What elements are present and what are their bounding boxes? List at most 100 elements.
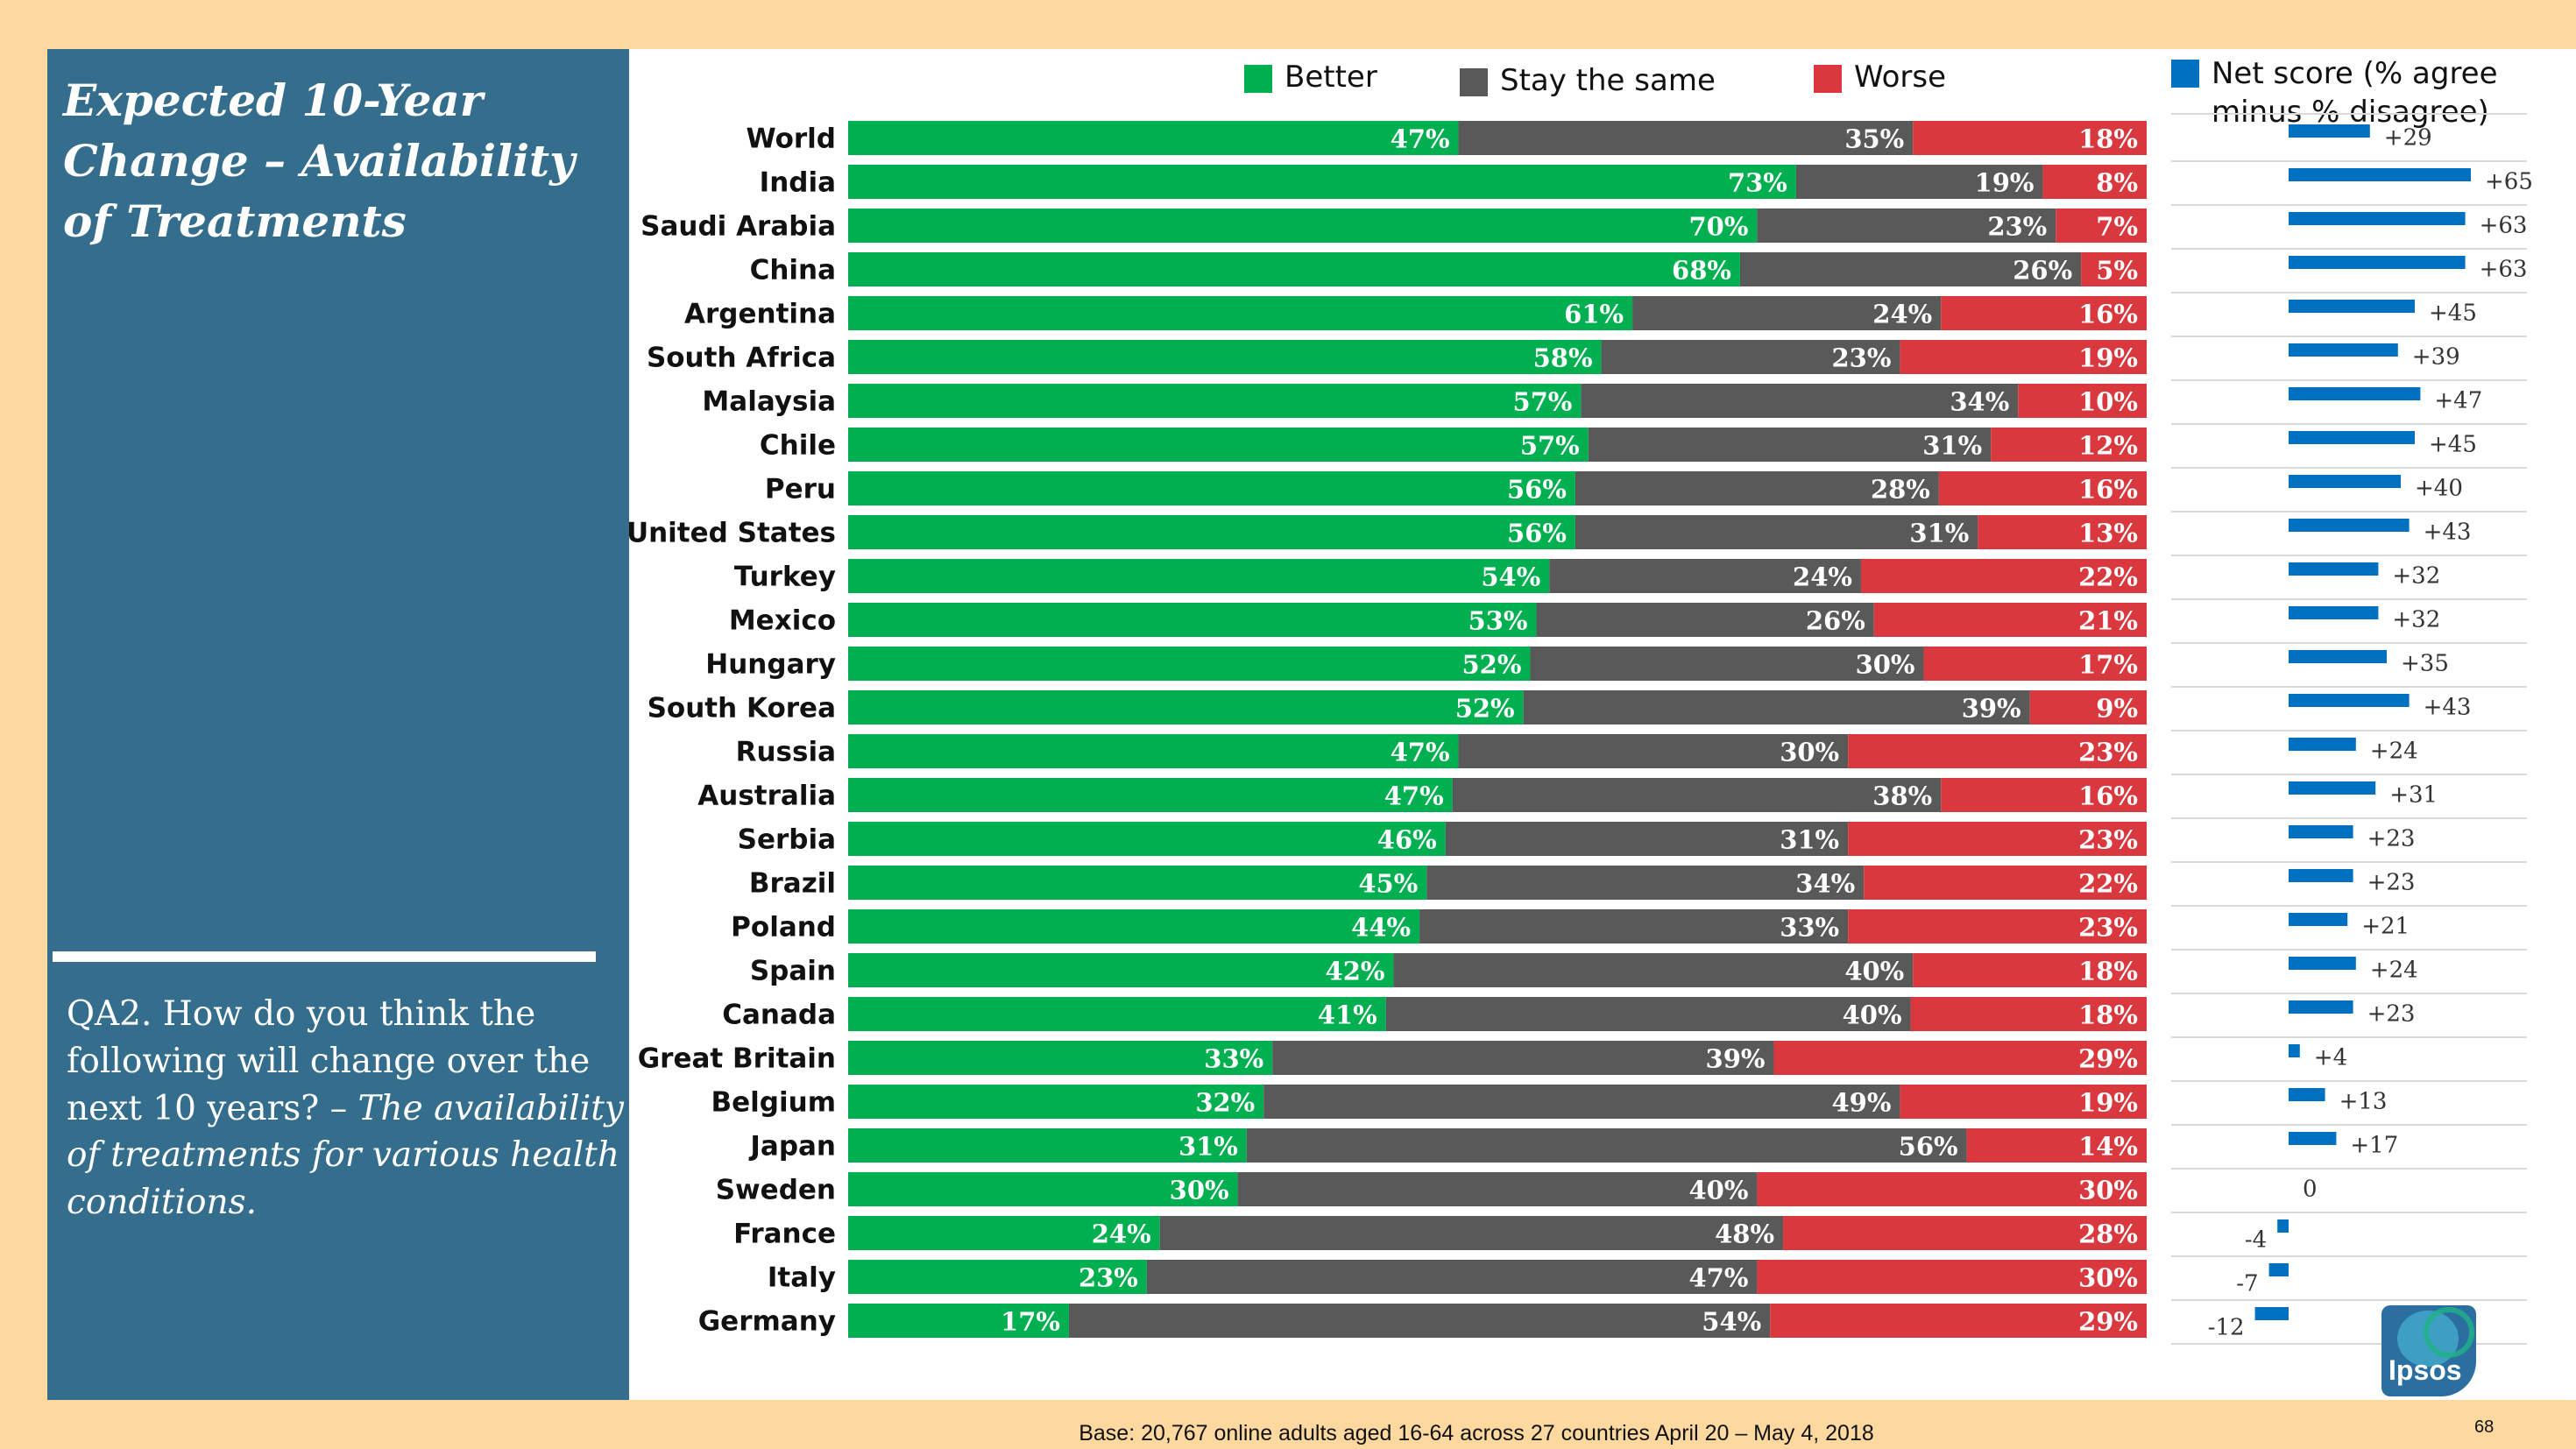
category-label: India [760, 167, 836, 199]
legend-label-net: Net score (% agree minus % disagree) [2212, 56, 2498, 131]
net-value-label: +23 [2367, 1001, 2416, 1028]
bar-segment-same [1272, 1041, 1774, 1075]
bar-segment-worse [1941, 778, 2147, 812]
bar-segment-better [848, 515, 1575, 549]
net-bar [2289, 1044, 2300, 1057]
bar-segment-worse [2018, 384, 2147, 418]
data-label-worse: 16% [2078, 781, 2138, 811]
legend-swatch-same [1460, 68, 1488, 96]
bar-segment-same [1458, 121, 1914, 155]
bar-segment-better [848, 1172, 1238, 1206]
category-label: World [747, 124, 837, 155]
bar-segment-better [848, 428, 1589, 462]
net-value-label: +40 [2415, 476, 2463, 502]
net-value-label: +45 [2429, 300, 2477, 327]
bar-segment-better [848, 603, 1537, 637]
data-label-better: 73% [1728, 168, 1787, 198]
net-bar [2289, 256, 2466, 269]
data-label-better: 17% [1001, 1307, 1060, 1337]
net-value-label: +24 [2370, 739, 2418, 765]
data-label-same: 30% [1856, 650, 1915, 680]
bar-segment-better [848, 1216, 1160, 1250]
data-label-same: 24% [1872, 300, 1932, 329]
question-text: QA2. How do you think the following will… [67, 991, 627, 1226]
bar-segment-same [1385, 997, 1911, 1031]
data-label-worse: 22% [2078, 562, 2138, 592]
bar-segment-worse [1913, 953, 2147, 987]
bar-segment-same [1588, 428, 1992, 462]
data-label-worse: 23% [2078, 738, 2138, 767]
data-label-better: 45% [1358, 869, 1418, 899]
bar-segment-same [1530, 647, 1924, 681]
data-label-better: 56% [1507, 475, 1567, 505]
data-label-same: 35% [1844, 124, 1904, 154]
bar-segment-better [848, 822, 1446, 856]
bar-segment-worse [1757, 1260, 2147, 1294]
bar-segment-same [1575, 471, 1939, 505]
category-label: Serbia [738, 824, 836, 856]
data-label-better: 47% [1391, 124, 1450, 154]
data-label-better: 70% [1688, 212, 1748, 242]
category-label: Argentina [684, 299, 836, 330]
data-label-better: 52% [1462, 650, 1522, 680]
legend-swatch-net [2171, 60, 2199, 88]
data-label-worse: 19% [2078, 1088, 2138, 1118]
logo-ring [2424, 1307, 2474, 1358]
net-value-label: +29 [2384, 125, 2432, 152]
net-bar [2289, 825, 2353, 838]
legend-better: Better [1244, 60, 1377, 95]
bar-segment-worse [1938, 471, 2147, 505]
bar-segment-better [848, 559, 1550, 593]
data-label-worse: 14% [2078, 1132, 2138, 1162]
data-label-better: 24% [1092, 1219, 1151, 1249]
data-label-worse: 23% [2078, 913, 2138, 943]
net-bar [2289, 124, 2370, 138]
bar-segment-better [848, 121, 1459, 155]
net-bar [2289, 300, 2415, 313]
data-label-better: 61% [1564, 300, 1624, 329]
category-label: Italy [768, 1262, 836, 1294]
data-label-better: 57% [1512, 387, 1572, 417]
data-label-worse: 21% [2078, 606, 2138, 636]
bar-segment-worse [1783, 1216, 2147, 1250]
net-bar [2289, 431, 2415, 444]
category-label: Great Britain [638, 1043, 836, 1075]
net-bar [2289, 869, 2353, 882]
data-label-better: 42% [1326, 957, 1385, 986]
bar-segment-better [848, 866, 1427, 900]
data-label-better: 41% [1318, 1000, 1377, 1030]
data-label-better: 30% [1170, 1176, 1229, 1205]
bar-segment-same [1426, 866, 1865, 900]
bar-segment-worse [1978, 515, 2147, 549]
data-label-same: 26% [1806, 606, 1865, 636]
net-value-label: -4 [2245, 1227, 2267, 1254]
net-value-label: +65 [2485, 169, 2533, 195]
bar-segment-worse [1757, 1172, 2147, 1206]
data-label-worse: 30% [2078, 1176, 2138, 1205]
legend-same: Stay the same [1460, 63, 1716, 98]
data-label-worse: 19% [2078, 343, 2138, 373]
bar-segment-same [1458, 734, 1849, 768]
net-value-label: +4 [2314, 1045, 2347, 1071]
net-value-label: -7 [2236, 1271, 2258, 1297]
bar-segment-better [848, 340, 1602, 374]
bar-segment-better [848, 1304, 1069, 1338]
bar-segment-worse [1848, 734, 2147, 768]
data-label-better: 44% [1351, 913, 1411, 943]
data-label-same: 48% [1715, 1219, 1774, 1249]
category-label: South Korea [648, 693, 836, 724]
data-label-worse: 8% [2096, 168, 2138, 198]
data-label-same: 23% [1987, 212, 2047, 242]
bar-segment-same [1159, 1216, 1784, 1250]
bar-segment-better [848, 1128, 1247, 1163]
net-value-label: +43 [2424, 520, 2472, 546]
category-label: France [733, 1219, 836, 1250]
data-label-worse: 29% [2078, 1044, 2138, 1074]
bar-segment-worse [2081, 252, 2147, 286]
data-label-worse: 30% [2078, 1263, 2138, 1293]
panel-divider [53, 951, 596, 962]
bar-segment-worse [1848, 909, 2147, 944]
left-panel: Expected 10-Year Change – Availability o… [47, 49, 629, 1400]
bar-segment-worse [2056, 209, 2147, 243]
bar-segment-worse [1991, 428, 2147, 462]
